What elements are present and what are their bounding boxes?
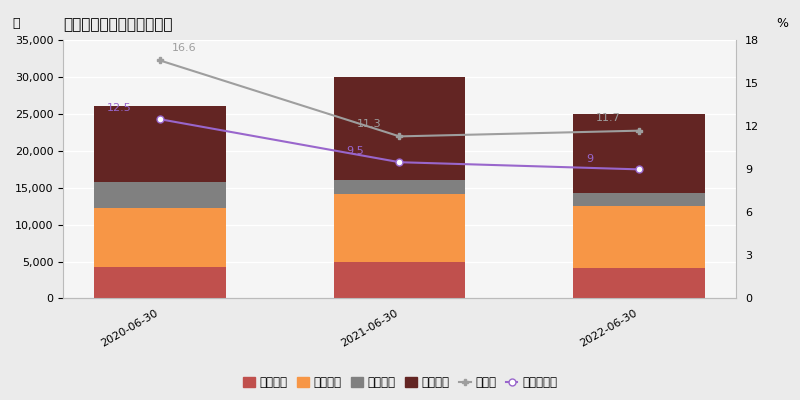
期间费用率 bbox=[394, 160, 404, 165]
期间费用率 bbox=[155, 117, 165, 122]
Line: 期间费用率: 期间费用率 bbox=[156, 116, 642, 173]
Line: 毛利率: 毛利率 bbox=[156, 57, 642, 140]
毛利率 bbox=[634, 128, 644, 133]
Text: 历年期间费用及毛利率变化: 历年期间费用及毛利率变化 bbox=[63, 17, 173, 32]
Bar bbox=[94, 268, 226, 298]
Bar bbox=[574, 268, 705, 298]
Bar bbox=[334, 180, 466, 194]
Bar bbox=[94, 106, 226, 182]
Bar bbox=[334, 77, 466, 180]
Text: 9: 9 bbox=[586, 154, 594, 164]
Bar bbox=[574, 114, 705, 193]
Text: 11.3: 11.3 bbox=[356, 119, 381, 129]
Bar bbox=[94, 182, 226, 208]
Text: 16.6: 16.6 bbox=[172, 43, 197, 53]
Text: 万: 万 bbox=[13, 17, 20, 30]
Bar bbox=[574, 206, 705, 268]
Text: 11.7: 11.7 bbox=[596, 114, 621, 124]
Bar bbox=[334, 262, 466, 298]
Bar bbox=[574, 193, 705, 206]
毛利率 bbox=[155, 58, 165, 63]
期间费用率 bbox=[634, 167, 644, 172]
Legend: 销售费用, 管理费用, 财务费用, 研发费用, 毛利率, 期间费用率: 销售费用, 管理费用, 财务费用, 研发费用, 毛利率, 期间费用率 bbox=[238, 372, 562, 394]
Bar bbox=[334, 194, 466, 262]
Text: 12.5: 12.5 bbox=[107, 104, 132, 114]
Bar bbox=[94, 208, 226, 268]
Text: %: % bbox=[777, 17, 789, 30]
毛利率 bbox=[394, 134, 404, 139]
Text: 9.5: 9.5 bbox=[346, 146, 365, 156]
